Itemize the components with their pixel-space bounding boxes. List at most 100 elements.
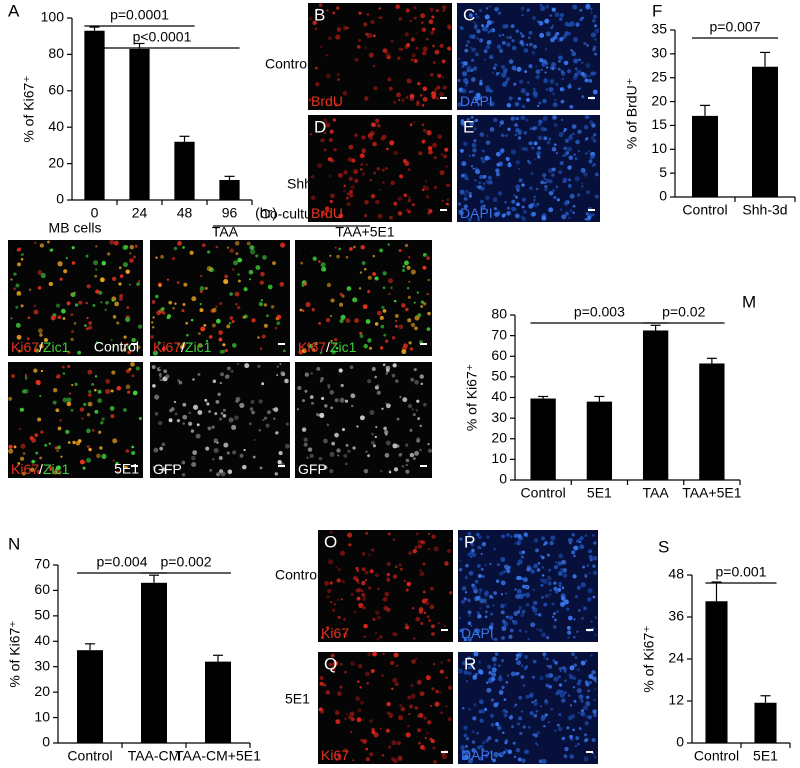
cell [67,365,71,368]
cell [549,66,553,70]
cell [31,459,36,464]
cell [88,447,92,452]
cell [243,448,246,452]
cell [561,596,566,601]
cell [372,64,376,68]
cell [590,654,593,657]
cell [132,390,138,396]
cell [261,334,266,339]
cell [552,102,558,108]
cell [95,245,98,248]
panel-letter: D [314,117,326,136]
cell [429,737,433,741]
cell [181,472,186,477]
cell [224,374,230,379]
cell [105,300,109,305]
image-label: Ki67 [321,747,349,763]
cell [493,591,497,595]
cell [323,148,327,152]
cell [395,664,399,667]
cell [428,532,431,535]
cell [532,198,537,202]
cell [219,381,222,385]
cell [361,589,364,593]
cell [560,118,564,122]
cell [535,65,538,68]
cell [588,674,594,679]
cell [35,379,41,386]
cell [363,343,368,349]
panel-letter: K [301,242,313,261]
cell [340,314,346,320]
cell [427,443,430,446]
cell [101,260,107,266]
cell [324,206,330,211]
cell [478,8,483,13]
image-label: GFP [153,461,182,477]
cell [588,78,593,83]
cell [537,562,541,565]
cell [401,464,405,468]
cell [442,9,445,12]
cell [561,154,565,158]
cell [393,758,398,763]
error-bar [711,581,722,602]
cell [549,541,554,546]
cell [407,168,411,171]
cell [330,158,334,163]
cell [126,306,130,309]
cell [433,156,437,160]
cell [394,324,398,328]
cell [568,674,574,680]
cell [356,680,360,683]
cell [345,443,349,447]
cell [323,465,328,470]
cell [431,534,436,539]
cell [276,374,279,377]
cell [331,441,336,446]
cell [552,115,557,120]
cell [71,261,76,265]
cell [489,28,494,33]
cell [405,458,410,463]
p-value: p<0.0001 [133,29,192,45]
cell [561,77,565,81]
cell [518,716,523,721]
cell [417,417,421,421]
cell [571,550,576,555]
bar [642,330,669,480]
cell [338,247,341,251]
cell [222,413,227,418]
panel-letter: R [464,654,476,673]
cell [470,68,474,72]
cell [485,85,490,90]
cell [496,162,501,167]
cell [463,204,468,209]
cell [358,39,361,42]
cell [574,744,578,748]
cell [528,30,533,35]
cell [161,346,166,351]
cell [569,734,573,739]
cell [348,715,352,720]
y-tick-label: 40 [48,118,64,134]
cell [408,196,411,199]
cell [458,567,463,572]
cell [132,255,136,259]
panel-letter: C [463,5,475,24]
cell [551,615,555,619]
cell [538,628,543,632]
cell [20,456,25,461]
cell [405,469,410,474]
cell [500,659,505,663]
cell [305,302,311,308]
cell [131,337,136,343]
label-part: DAPI [461,625,494,641]
cell [503,713,508,718]
cell [541,62,546,67]
cell [576,630,579,633]
cell [322,118,328,124]
cell [62,372,66,375]
cell [567,84,572,89]
cell [522,577,528,583]
